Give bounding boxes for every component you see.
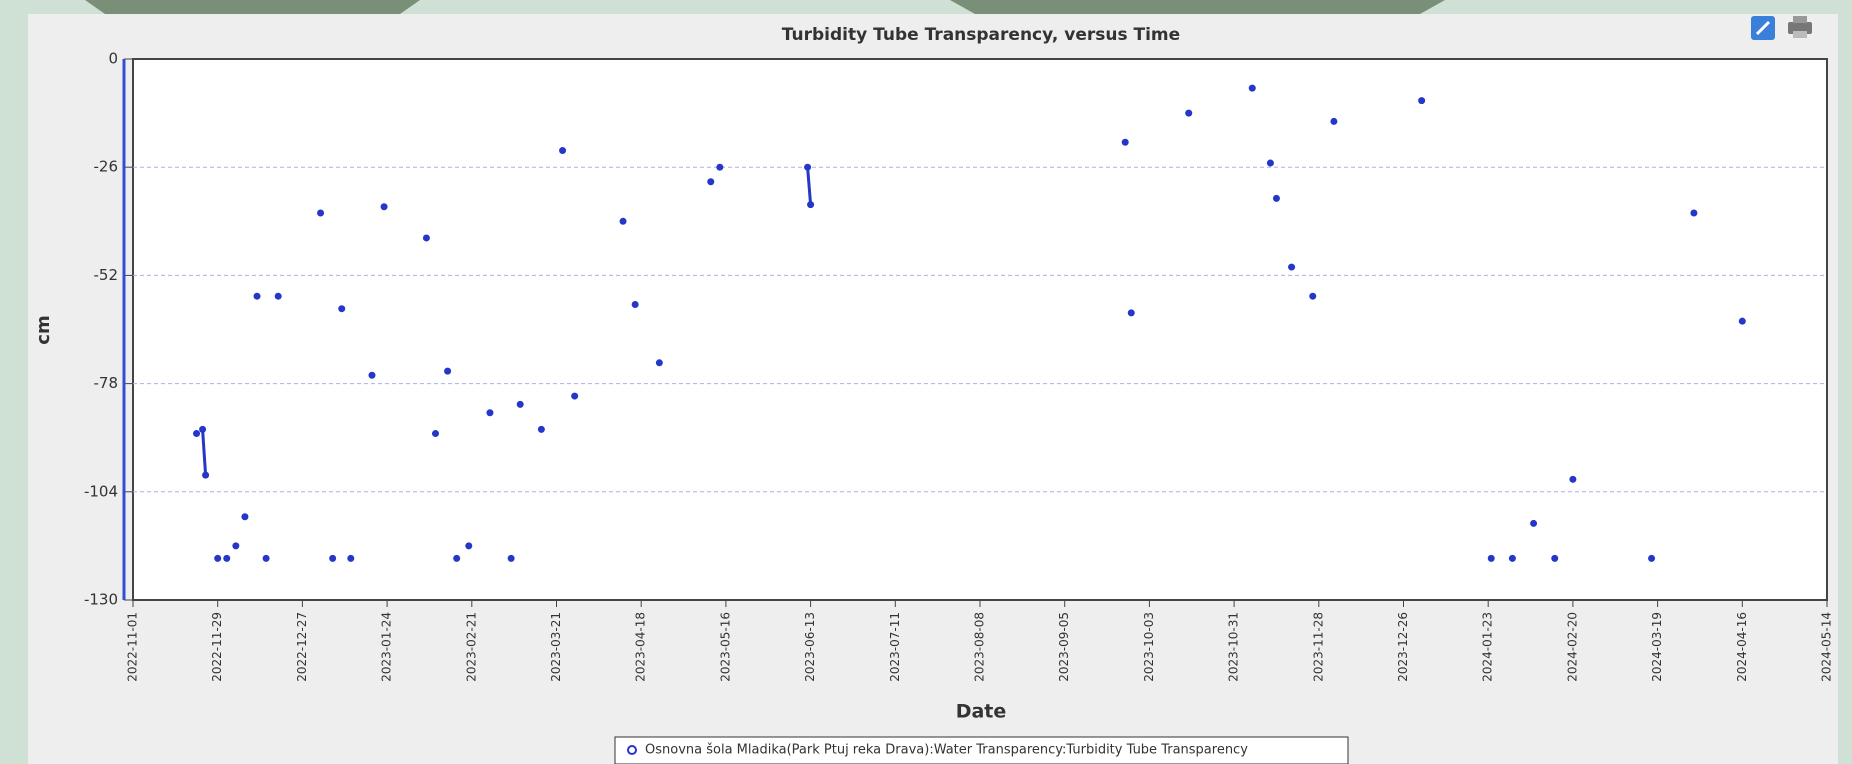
point (1690, 209, 1698, 217)
y-tick-label: -26 (94, 158, 119, 176)
point (537, 425, 545, 433)
x-tick-label: 2023-06-13 (803, 612, 817, 682)
point (1530, 519, 1538, 527)
y-tick-label: 0 (108, 50, 118, 68)
point (1272, 194, 1280, 202)
x-tick-label: 2024-05-14 (1820, 612, 1834, 682)
point (1266, 159, 1274, 167)
tab (950, 0, 1445, 14)
point (619, 217, 627, 225)
y-axis-label: cm (33, 315, 54, 344)
point (1248, 84, 1256, 92)
x-tick-label: 2024-02-20 (1565, 612, 1579, 682)
point (444, 367, 452, 375)
x-tick-label: 2022-11-01 (126, 612, 140, 682)
point (1551, 554, 1559, 562)
point (232, 542, 240, 550)
point (571, 392, 579, 400)
point (559, 147, 567, 155)
connector (806, 167, 813, 205)
point (274, 292, 282, 300)
point (807, 201, 815, 209)
x-tick-label: 2023-10-31 (1227, 612, 1241, 682)
x-tick-label: 2023-04-18 (634, 612, 648, 682)
x-tick-label: 2023-08-08 (973, 612, 987, 682)
point (202, 471, 210, 479)
link-icon[interactable] (1751, 16, 1775, 40)
point (241, 513, 249, 521)
point (262, 554, 270, 562)
connector (201, 429, 208, 476)
point (1127, 309, 1135, 317)
legend-marker (627, 745, 637, 755)
x-tick-label: 2023-07-11 (888, 612, 902, 682)
x-tick-label: 2023-02-21 (464, 612, 478, 682)
point (1288, 263, 1296, 271)
point (1738, 317, 1746, 325)
point (380, 203, 388, 211)
point (465, 542, 473, 550)
point (486, 409, 494, 417)
y-tick-label: -104 (84, 482, 118, 500)
plot-area (132, 58, 1828, 601)
point (1309, 292, 1317, 300)
x-tick-label: 2023-03-21 (549, 612, 563, 682)
point (707, 178, 715, 186)
x-tick-label: 2023-10-03 (1142, 612, 1156, 682)
x-tick-label: 2023-09-05 (1057, 612, 1071, 682)
point (507, 554, 515, 562)
point (422, 234, 430, 242)
point (453, 554, 461, 562)
x-tick-label: 2024-04-16 (1735, 612, 1749, 682)
point (368, 371, 376, 379)
point (516, 400, 524, 408)
x-tick-label: 2023-05-16 (718, 612, 732, 682)
print-icon[interactable] (1788, 16, 1812, 38)
point (193, 430, 201, 438)
legend-label: Osnovna šola Mladika(Park Ptuj reka Drav… (645, 743, 1248, 758)
point (1508, 554, 1516, 562)
point (804, 163, 812, 171)
point (223, 554, 231, 562)
chart-title: Turbidity Tube Transparency, versus Time (782, 25, 1180, 45)
x-tick-label: 2022-11-29 (210, 612, 224, 682)
x-tick-label: 2023-11-28 (1311, 612, 1325, 682)
point (1121, 138, 1129, 146)
legend (614, 736, 1349, 764)
point (1185, 109, 1193, 117)
x-tick-label: 2024-01-23 (1481, 612, 1495, 682)
point (716, 163, 724, 171)
point (1418, 97, 1426, 105)
point (1487, 554, 1495, 562)
point (347, 554, 355, 562)
tab (85, 0, 420, 14)
point (199, 425, 207, 433)
y-tick-label: -78 (94, 374, 119, 392)
point (1648, 554, 1656, 562)
point (338, 305, 346, 313)
x-tick-label: 2022-12-27 (295, 612, 309, 682)
x-axis-label: Date (956, 701, 1007, 723)
y-tick-label: -52 (94, 266, 119, 284)
point (214, 554, 222, 562)
x-tick-label: 2024-03-19 (1650, 612, 1664, 682)
point (655, 359, 663, 367)
point (1330, 117, 1338, 125)
point (317, 209, 325, 217)
point (253, 292, 261, 300)
point (1569, 475, 1577, 483)
y-tick-label: -130 (84, 591, 118, 609)
x-tick-label: 2023-12-26 (1396, 612, 1410, 682)
point (329, 554, 337, 562)
point (432, 430, 439, 438)
point (631, 301, 639, 309)
x-tick-label: 2023-01-24 (380, 612, 394, 682)
